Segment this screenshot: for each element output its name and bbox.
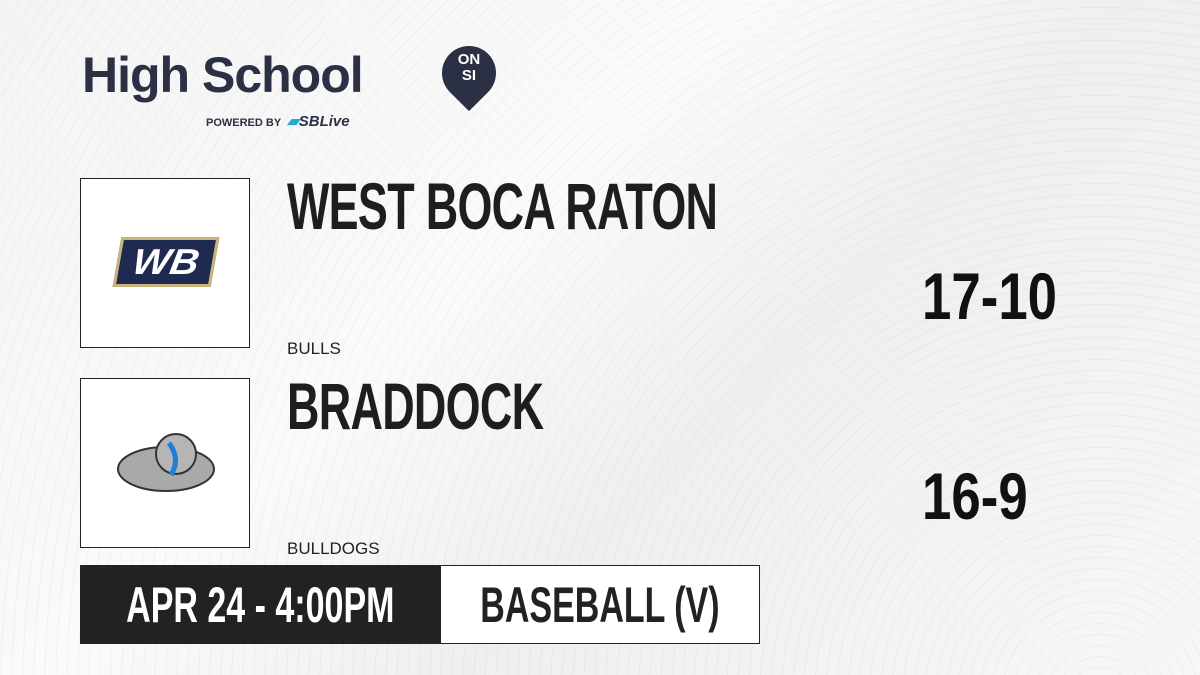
game-sport: BASEBALL (V) — [440, 565, 760, 644]
on-si-badge: ON SI — [457, 51, 481, 84]
brand-title: High School — [82, 47, 364, 103]
sblive-logo: ▰SBLive — [287, 113, 350, 130]
team-logo-west-boca: WB — [80, 178, 250, 348]
team-name-away: BRADDOCK — [287, 369, 544, 443]
team-record-away: 16-9 — [922, 459, 1028, 533]
team-logo-braddock — [80, 378, 250, 548]
game-datetime: APR 24 - 4:00PM — [80, 565, 440, 644]
team-mascot-away: BULLDOGS — [287, 539, 380, 558]
high-school-on-si-logo: High School ON SI POWERED BY ▰SBLive — [82, 34, 508, 130]
team-record-home: 17-10 — [922, 259, 1058, 333]
powered-by: POWERED BY ▰SBLive — [206, 113, 350, 130]
team-name-home: WEST BOCA RATON — [287, 169, 718, 243]
bulldog-icon — [117, 433, 215, 492]
team-mascot-home: BULLS — [287, 339, 341, 358]
